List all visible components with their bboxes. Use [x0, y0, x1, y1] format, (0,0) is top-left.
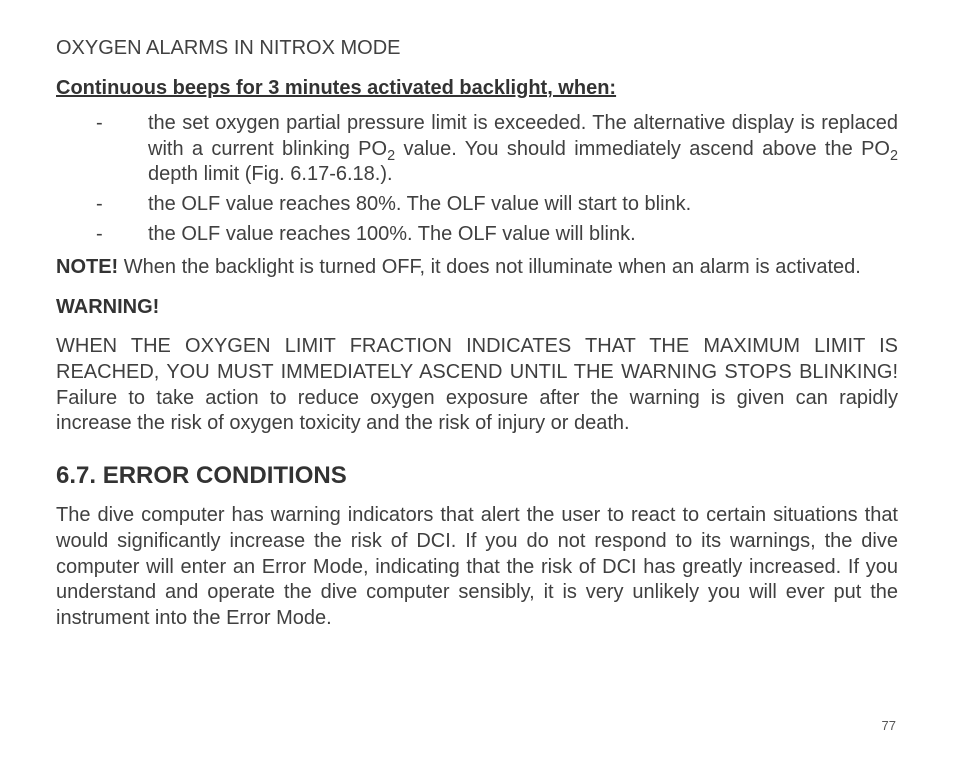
subheading: Continuous beeps for 3 minutes activated… — [56, 76, 898, 102]
list-item: the OLF value reaches 100%. The OLF valu… — [96, 222, 898, 248]
page: OXYGEN ALARMS IN NITROX MODE Continuous … — [0, 0, 954, 757]
list-item: the OLF value reaches 80%. The OLF value… — [96, 192, 898, 218]
warning-label: WARNING! — [56, 295, 898, 321]
warning-text: WHEN THE OXYGEN LIMIT FRACTION INDICATES… — [56, 334, 898, 436]
note-label: NOTE! — [56, 256, 118, 278]
bullet-text: depth limit (Fig. 6.17-6.18.). — [148, 163, 393, 185]
page-number: 77 — [882, 718, 896, 735]
section-heading: 6.7. ERROR CONDITIONS — [56, 461, 898, 492]
bullet-text: value. You should immediately ascend abo… — [395, 138, 890, 160]
section-title: OXYGEN ALARMS IN NITROX MODE — [56, 36, 898, 62]
subscript: 2 — [890, 148, 898, 164]
note-text: When the backlight is turned OFF, it doe… — [118, 256, 861, 278]
list-item: the set oxygen partial pressure limit is… — [96, 111, 898, 188]
note: NOTE! When the backlight is turned OFF, … — [56, 255, 898, 281]
bullet-list: the set oxygen partial pressure limit is… — [56, 111, 898, 247]
subscript: 2 — [387, 148, 395, 164]
body-paragraph: The dive computer has warning indicators… — [56, 503, 898, 631]
